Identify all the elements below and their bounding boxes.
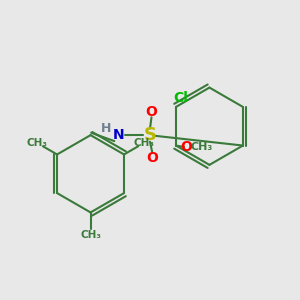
Text: N: N bbox=[113, 128, 124, 142]
Text: CH₃: CH₃ bbox=[80, 230, 101, 240]
Text: S: S bbox=[143, 126, 157, 144]
Text: CH₃: CH₃ bbox=[133, 138, 154, 148]
Text: H: H bbox=[101, 122, 112, 135]
Text: O: O bbox=[146, 105, 158, 119]
Text: Cl: Cl bbox=[173, 91, 188, 105]
Text: O: O bbox=[180, 140, 192, 154]
Text: CH₃: CH₃ bbox=[27, 138, 48, 148]
Text: O: O bbox=[146, 151, 158, 165]
Text: CH₃: CH₃ bbox=[191, 142, 213, 152]
